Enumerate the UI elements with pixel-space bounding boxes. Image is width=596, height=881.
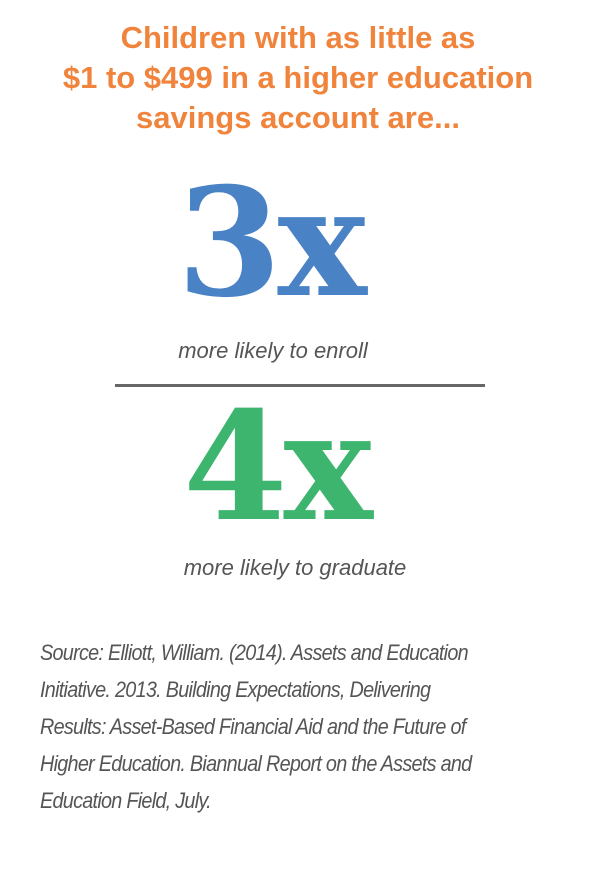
enroll-multiplier: 3x [177, 155, 367, 331]
divider [115, 384, 485, 387]
source-line-1: Source: Elliott, William. (2014). Assets… [40, 640, 469, 665]
enroll-caption: more likely to enroll [178, 338, 368, 363]
source-line-3: Results: Asset-Based Financial Aid and t… [40, 714, 466, 739]
graduate-multiplier: 4x [183, 379, 373, 555]
source-line-2: Initiative. 2013. Building Expectations,… [40, 677, 431, 702]
headline-line-2: $1 to $499 in a higher education [62, 60, 534, 95]
headline-line-3: savings account are... [136, 100, 460, 135]
source-line-4: Higher Education. Biannual Report on the… [40, 751, 472, 776]
graduate-caption: more likely to graduate [183, 555, 407, 580]
source-citation: Source: Elliott, William. (2014). Assets… [40, 634, 508, 819]
headline-line-1: Children with as little as [120, 20, 476, 55]
source-line-5: Education Field, July. [40, 788, 212, 813]
headline: Children with as little as $1 to $499 in… [0, 18, 596, 138]
